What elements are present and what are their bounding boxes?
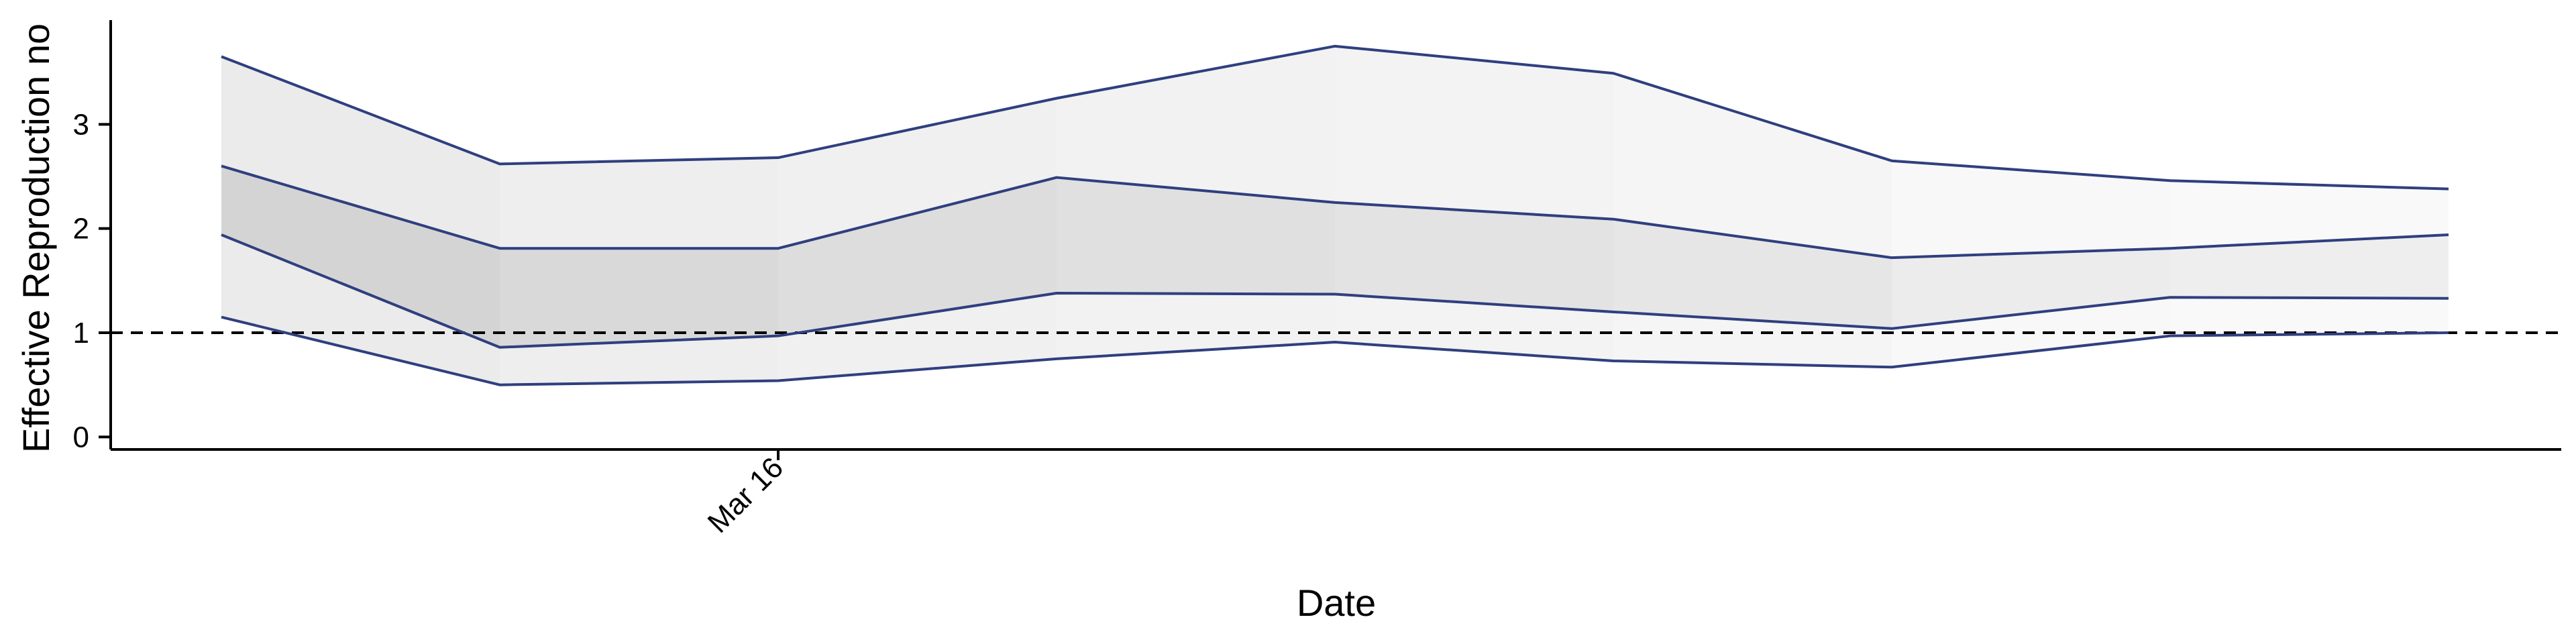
inner-band-segment	[1892, 248, 2170, 329]
inner-band-segment	[778, 177, 1057, 336]
inner-band-group	[221, 166, 2449, 347]
y-tick-group: 0 1 2 3	[73, 108, 111, 453]
inner-band-segment	[2170, 235, 2449, 299]
x-tick-label: Mar 16	[702, 451, 790, 539]
x-axis-title: Date	[1297, 582, 1376, 624]
y-tick-label: 1	[73, 317, 89, 350]
outer-band-segment	[1335, 46, 1613, 361]
series-line-group	[221, 44, 2449, 386]
y-tick-label: 2	[73, 213, 89, 246]
inner-band-segment	[1335, 202, 1613, 312]
series-line-outer-upper	[221, 44, 2449, 191]
inner-band-segment	[221, 166, 500, 347]
inner-band-segment	[1057, 177, 1335, 294]
inner-band-segment	[1613, 219, 1892, 329]
y-tick-label: 3	[73, 108, 89, 141]
series-line-outer-lower	[221, 315, 2449, 386]
inner-band-segment	[500, 248, 778, 347]
series-line-inner-upper	[221, 164, 2449, 260]
y-tick-label: 0	[73, 421, 89, 453]
y-axis-title: Effective Reproduction no	[15, 23, 57, 453]
x-tick-group: Mar 16	[702, 449, 790, 539]
series-line-inner-lower	[221, 233, 2449, 349]
